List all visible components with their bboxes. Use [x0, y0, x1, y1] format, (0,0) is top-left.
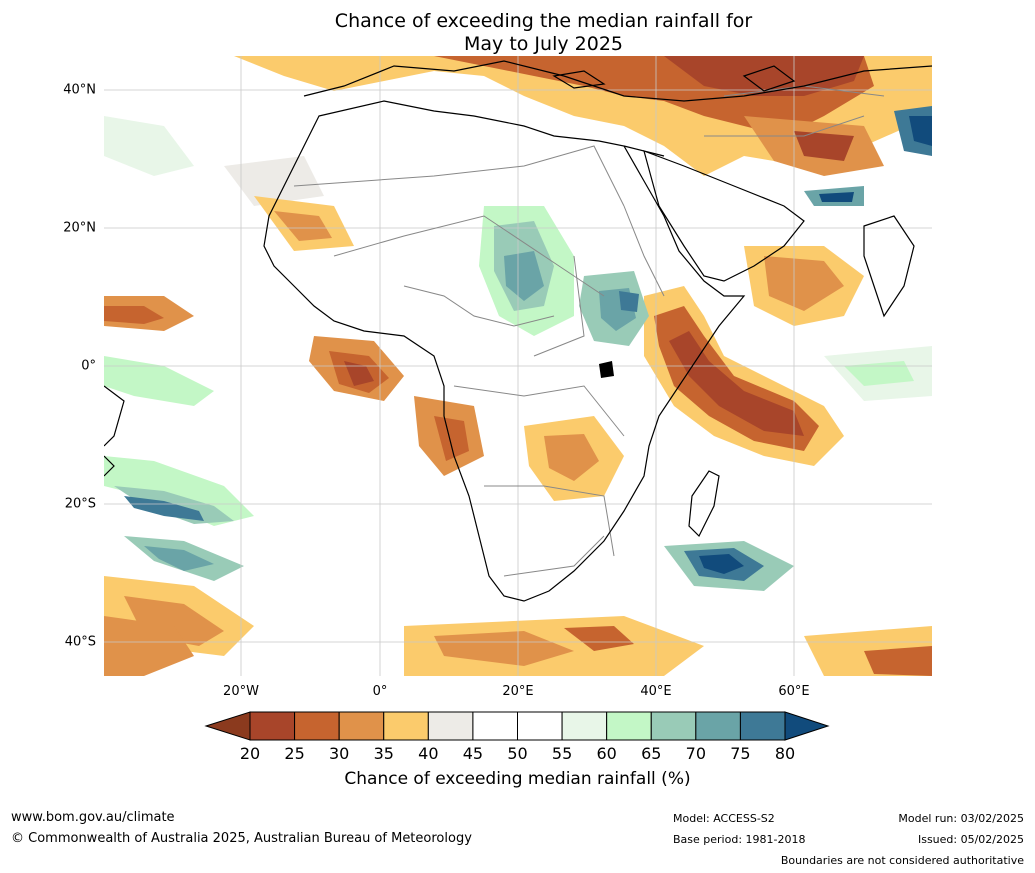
colorbar-bin: [427, 711, 474, 741]
lat-label-0: 0°: [81, 358, 96, 374]
colorbar-tick-label: 70: [685, 744, 707, 763]
colorbar-tick-label: 80: [774, 744, 796, 763]
colorbar-tick-label: 75: [730, 744, 751, 763]
colorbar-high-extend: [784, 711, 830, 741]
graticule: [104, 56, 932, 676]
lat-label-40s: 40°S: [64, 634, 96, 650]
footer-disclaimer: Boundaries are not considered authoritat…: [780, 854, 1024, 867]
colorbar-tick-label: 25: [284, 744, 305, 763]
footer-issued: Issued: 05/02/2025: [917, 833, 1024, 846]
colorbar-bin: [606, 711, 652, 741]
colorbar-label: Chance of exceeding median rainfall (%): [344, 769, 691, 789]
footer-copyright: © Commonwealth of Australia 2025, Austra…: [11, 831, 472, 846]
colorbar-bin: [383, 711, 429, 741]
colorbar: [204, 711, 830, 741]
colorbar-bin: [695, 711, 741, 741]
colorbar-tick-label: 65: [641, 744, 662, 763]
title-line-2: May to July 2025: [464, 33, 623, 55]
rainfall-map: [104, 56, 932, 676]
colorbar-tick-label: 40: [418, 744, 439, 763]
colorbar-tick-label: 45: [462, 744, 484, 763]
colorbar-tick-label: 50: [507, 744, 528, 763]
colorbar-bin: [517, 711, 563, 741]
colorbar-tick-label: 20: [239, 744, 261, 763]
footer-model-run: Model run: 03/02/2025: [898, 812, 1024, 825]
lon-label-0: 0°: [372, 684, 388, 699]
colorbar-bins: [249, 711, 786, 741]
lon-label-60e: 60°E: [778, 684, 810, 699]
colorbar-tick-label: 35: [373, 744, 394, 763]
colorbar-tick-label: 30: [328, 744, 350, 763]
colorbar-bin: [338, 711, 385, 741]
colorbar-bin: [249, 711, 296, 741]
footer-website[interactable]: www.bom.gov.au/climate: [11, 810, 175, 825]
colorbar-tick-label: 55: [551, 744, 573, 763]
colorbar-bin: [294, 711, 340, 741]
map-title: Chance of exceeding the median rainfall …: [0, 10, 1035, 56]
colorbar-bin: [561, 711, 608, 741]
footer-model: Model: ACCESS-S2: [673, 812, 775, 825]
colorbar-bin: [650, 711, 697, 741]
title-line-1: Chance of exceeding the median rainfall …: [334, 10, 753, 32]
lon-label-20e: 20°E: [502, 684, 534, 699]
map-canvas: [104, 56, 932, 676]
lon-label-40e: 40°E: [640, 684, 672, 699]
lat-label-40n: 40°N: [63, 82, 96, 98]
lake-victoria: [599, 361, 614, 378]
colorbar-bin: [472, 711, 518, 741]
colorbar-bin: [739, 711, 786, 741]
colorbar-low-extend: [204, 711, 251, 741]
colorbar-tick-label: 60: [596, 744, 617, 763]
lon-label-20w: 20°W: [223, 684, 259, 699]
country-borders: [293, 85, 885, 577]
coastlines: [104, 60, 932, 602]
rainfall-fields: [104, 56, 932, 676]
lat-label-20n: 20°N: [63, 220, 96, 236]
footer-base-period: Base period: 1981-2018: [673, 833, 806, 846]
lat-label-20s: 20°S: [64, 496, 96, 512]
